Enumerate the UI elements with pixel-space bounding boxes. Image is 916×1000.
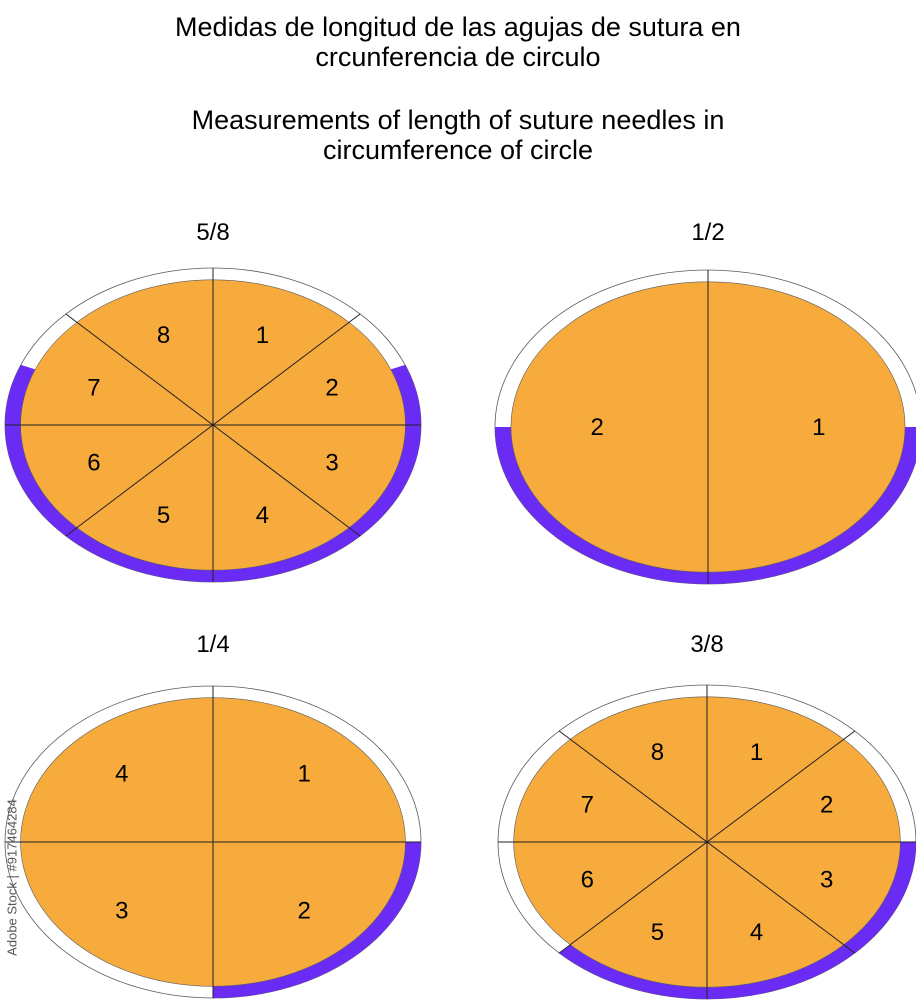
sector-number-3-8: 2 xyxy=(820,792,833,819)
sector-number-5-8: 4 xyxy=(256,502,269,529)
needle-arc-1-4 xyxy=(213,842,421,998)
fraction-label-5-8: 5/8 xyxy=(196,219,229,246)
fraction-label-1-2: 1/2 xyxy=(691,219,724,246)
title-spanish: Medidas de longitud de las agujas de sut… xyxy=(0,12,916,72)
divider-line-3-8 xyxy=(558,730,856,954)
sector-number-1-2: 1 xyxy=(812,414,825,441)
title-english: Measurements of length of suture needles… xyxy=(0,105,916,165)
sector-number-5-8: 2 xyxy=(325,375,338,402)
sector-number-3-8: 3 xyxy=(820,866,833,893)
sector-number-1-4: 1 xyxy=(298,761,311,788)
title-english-line-1: Measurements of length of suture needles… xyxy=(191,105,725,135)
sector-number-3-8: 7 xyxy=(581,792,594,819)
fraction-label-3-8: 3/8 xyxy=(690,631,723,658)
title-spanish-line-2: crcunferencia de circulo xyxy=(315,42,601,72)
sector-number-5-8: 5 xyxy=(157,502,170,529)
title-english-line-2: circumference of circle xyxy=(322,135,594,165)
stock-credit-text: Adobe Stock | #917464284 xyxy=(4,799,20,956)
sector-number-5-8: 3 xyxy=(325,449,338,476)
needle-arc-3-8 xyxy=(559,842,916,999)
sector-number-5-8: 6 xyxy=(87,449,100,476)
title-spanish-line-1: Medidas de longitud de las agujas de sut… xyxy=(175,12,741,42)
sector-number-1-4: 3 xyxy=(115,897,128,924)
sector-number-5-8: 1 xyxy=(256,322,269,349)
sector-number-1-4: 2 xyxy=(298,897,311,924)
sector-number-3-8: 4 xyxy=(750,919,763,946)
sector-number-1-2: 2 xyxy=(591,414,604,441)
divider-line-5-8 xyxy=(65,313,361,537)
fraction-label-1-4: 1/4 xyxy=(196,631,229,658)
sector-number-5-8: 7 xyxy=(87,375,100,402)
sector-number-5-8: 8 xyxy=(157,322,170,349)
sector-number-3-8: 8 xyxy=(651,739,664,766)
sector-number-3-8: 6 xyxy=(581,866,594,893)
sector-number-3-8: 1 xyxy=(750,739,763,766)
stock-credit: Adobe Stock | #917464284 xyxy=(2,760,20,1000)
sector-number-1-4: 4 xyxy=(115,761,128,788)
sector-number-3-8: 5 xyxy=(651,919,664,946)
